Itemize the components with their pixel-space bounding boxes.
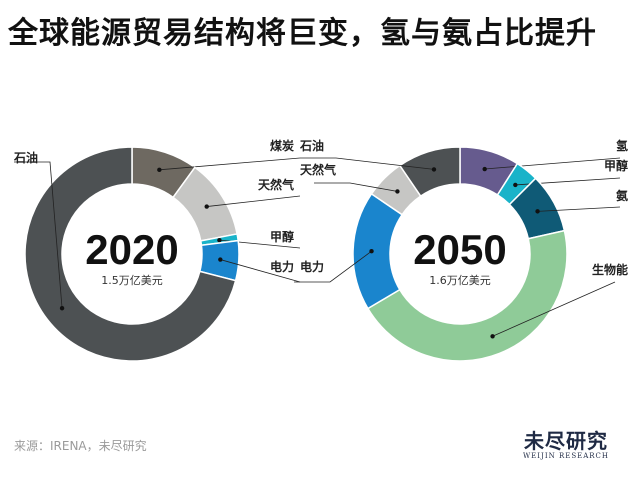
slice-label-氢: 氢 [616, 138, 628, 153]
center-total: 1.6万亿美元 [429, 274, 491, 287]
leader-dot-煤炭 [157, 167, 162, 173]
slice-label-电力: 电力 [270, 259, 294, 274]
leader-line-煤炭 [159, 157, 301, 171]
slice-label-生物能: 生物能 [592, 262, 628, 277]
leader-line-氨 [537, 206, 621, 212]
leader-dot-电力 [218, 257, 223, 262]
leader-dot-电力 [369, 249, 374, 254]
slice-label-石油: 石油 [299, 138, 324, 153]
leader-dot-石油 [59, 306, 65, 311]
slice-生物能 [366, 229, 568, 362]
leader-dot-甲醇 [217, 237, 222, 243]
slice-label-天然气: 天然气 [258, 177, 294, 192]
leader-line-电力 [220, 259, 301, 283]
slice-label-氨: 氨 [616, 188, 628, 203]
leader-dot-甲醇 [513, 182, 518, 188]
brand-logo: 未尽研究 WEIJIN RESEARCH [510, 430, 622, 460]
source-note: 来源：IRENA，未尽研究 [14, 439, 147, 453]
center-year: 2050 [413, 226, 506, 273]
slice-电力 [352, 192, 404, 310]
center-year: 2020 [85, 226, 178, 273]
leader-line-石油 [300, 157, 435, 170]
leader-line-天然气 [314, 182, 398, 192]
leader-line-天然气 [206, 195, 301, 207]
slice-label-电力: 电力 [300, 259, 324, 274]
leader-line-石油 [14, 161, 63, 309]
slice-label-甲醇: 甲醇 [604, 158, 628, 173]
page-title: 全球能源贸易结构将巨变，氢与氨占比提升 [8, 16, 597, 51]
logo-english: WEIJIN RESEARCH [522, 452, 610, 460]
slice-label-天然气: 天然气 [300, 162, 336, 177]
leader-dot-天然气 [395, 189, 400, 194]
slice-label-石油: 石油 [13, 150, 38, 165]
leader-dot-氨 [535, 209, 540, 214]
slice-石油 [398, 146, 461, 198]
leader-dot-生物能 [490, 334, 495, 339]
slice-石油 [24, 146, 237, 362]
center-total: 1.5万亿美元 [101, 274, 163, 287]
leader-dot-天然气 [204, 204, 209, 209]
leader-dot-氢 [482, 166, 487, 172]
leader-line-生物能 [492, 281, 616, 337]
slice-label-甲醇: 甲醇 [270, 229, 294, 244]
slice-label-煤炭: 煤炭 [270, 138, 294, 153]
leader-line-氢 [484, 157, 621, 170]
logo-chinese: 未尽研究 [524, 429, 608, 453]
leader-line-电力 [294, 250, 372, 283]
leader-dot-石油 [431, 167, 437, 172]
